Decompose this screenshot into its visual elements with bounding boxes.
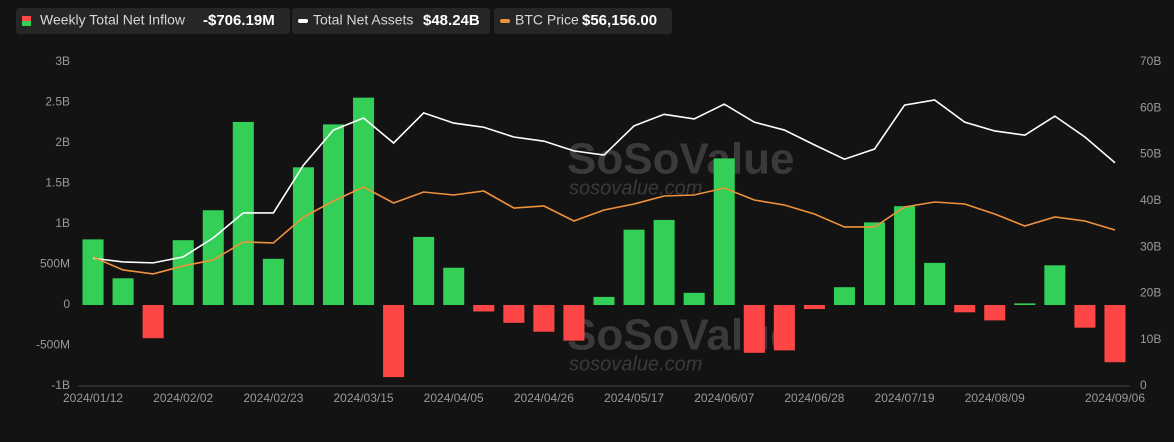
line-series xyxy=(92,99,1116,264)
legend-value: -$706.19M xyxy=(203,12,275,29)
x-tick-label: 2024/01/12 xyxy=(63,391,123,405)
bar xyxy=(353,97,375,305)
bar xyxy=(593,296,615,305)
x-tick-label: 2024/08/09 xyxy=(965,391,1025,405)
bar xyxy=(1074,305,1096,328)
legend-label: Weekly Total Net Inflow xyxy=(40,12,186,28)
x-tick-label: 2024/04/05 xyxy=(424,391,484,405)
legend-item-box xyxy=(494,8,672,34)
watermark-url: sosovalue.com xyxy=(569,177,702,199)
bar xyxy=(322,124,345,306)
bar xyxy=(533,305,555,332)
y-tick-label: -1B xyxy=(51,378,70,392)
x-tick-label: 2024/03/15 xyxy=(334,391,394,405)
bar xyxy=(202,210,224,305)
bar xyxy=(82,239,104,305)
y2-tick-label: 50B xyxy=(1140,147,1161,161)
bar xyxy=(833,287,855,305)
y-tick-label: 1B xyxy=(55,216,70,230)
bar xyxy=(1044,265,1066,305)
line-series xyxy=(92,186,1116,275)
bar xyxy=(383,305,405,378)
legend-value: $56,156.00 xyxy=(582,12,657,29)
bar xyxy=(623,229,645,305)
legend-item-box xyxy=(292,8,490,34)
bar xyxy=(743,305,765,353)
watermark-url: sosovalue.com xyxy=(569,353,702,375)
x-tick-label: 2024/07/19 xyxy=(875,391,935,405)
legend-value: $48.24B xyxy=(423,12,480,29)
bar xyxy=(1014,303,1036,305)
bar xyxy=(954,305,976,313)
bar xyxy=(1104,305,1126,363)
legend-swatch xyxy=(500,19,510,23)
bar xyxy=(894,206,916,305)
bar xyxy=(984,305,1006,321)
y-tick-label: 3B xyxy=(55,54,70,68)
bar xyxy=(803,305,825,310)
bar xyxy=(443,267,465,305)
legend-swatch xyxy=(298,19,308,23)
bar xyxy=(503,305,525,323)
legend-swatch xyxy=(22,16,31,21)
legend-item-box xyxy=(16,8,290,34)
bar xyxy=(863,222,886,305)
y2-tick-label: 40B xyxy=(1140,193,1161,207)
bar xyxy=(653,219,675,305)
y-tick-label: 0 xyxy=(63,297,70,311)
y2-tick-label: 60B xyxy=(1140,100,1161,114)
y2-tick-label: 70B xyxy=(1140,54,1161,68)
x-tick-label: 2024/04/26 xyxy=(514,391,574,405)
y2-tick-label: 20B xyxy=(1140,286,1161,300)
bar xyxy=(563,305,585,341)
bar xyxy=(683,292,705,305)
bar xyxy=(262,258,284,305)
x-tick-label: 2024/02/23 xyxy=(243,391,303,405)
y-tick-label: -500M xyxy=(36,338,70,352)
bar xyxy=(924,262,946,305)
watermark-text: SoSoValue xyxy=(567,135,794,184)
bar xyxy=(773,305,795,351)
x-tick-label: 2024/05/17 xyxy=(604,391,664,405)
bar xyxy=(713,158,735,305)
bar xyxy=(473,305,495,312)
x-tick-label: 2024/06/28 xyxy=(784,391,844,405)
y-tick-label: 2.5B xyxy=(45,95,70,109)
y2-tick-label: 10B xyxy=(1140,332,1161,346)
x-tick-label: 2024/06/07 xyxy=(694,391,754,405)
bar xyxy=(112,278,134,305)
bar xyxy=(142,305,164,339)
bar xyxy=(413,236,435,305)
bar xyxy=(172,240,194,305)
y2-tick-label: 30B xyxy=(1140,239,1161,253)
y-tick-label: 2B xyxy=(55,135,70,149)
x-tick-label: 2024/02/02 xyxy=(153,391,213,405)
legend-label: BTC Price xyxy=(515,12,579,28)
y-tick-label: 1.5B xyxy=(45,176,70,190)
y-tick-label: 500M xyxy=(40,257,70,271)
legend-label: Total Net Assets xyxy=(313,12,413,28)
y2-tick-label: 0 xyxy=(1140,378,1147,392)
legend-swatch xyxy=(22,21,31,26)
x-tick-label: 2024/09/06 xyxy=(1085,391,1145,405)
bar xyxy=(292,167,314,305)
